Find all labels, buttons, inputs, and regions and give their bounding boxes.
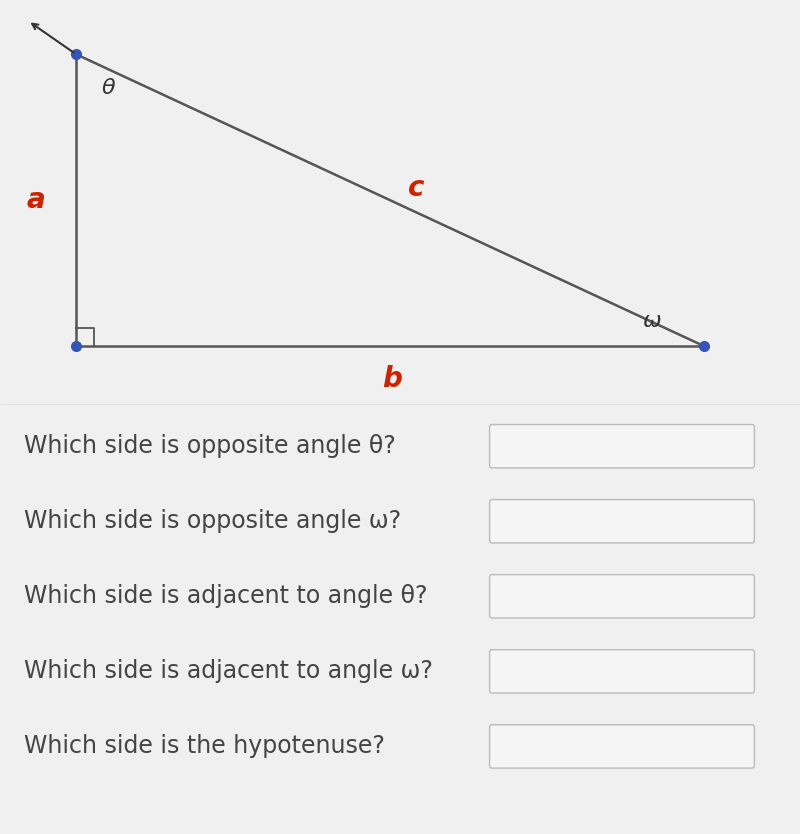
FancyBboxPatch shape bbox=[490, 575, 754, 618]
Text: Which side is adjacent to angle ω?: Which side is adjacent to angle ω? bbox=[24, 660, 433, 683]
Text: Which side is opposite angle ω?: Which side is opposite angle ω? bbox=[24, 510, 401, 533]
FancyBboxPatch shape bbox=[490, 425, 754, 468]
Text: Which side is opposite angle θ?: Which side is opposite angle θ? bbox=[24, 435, 396, 458]
Text: Which side is adjacent to angle θ?: Which side is adjacent to angle θ? bbox=[24, 585, 427, 608]
Text: b: b bbox=[382, 365, 402, 394]
Text: a: a bbox=[26, 186, 46, 214]
FancyBboxPatch shape bbox=[490, 650, 754, 693]
FancyBboxPatch shape bbox=[490, 725, 754, 768]
Text: c: c bbox=[408, 173, 424, 202]
Text: Which side is the hypotenuse?: Which side is the hypotenuse? bbox=[24, 735, 385, 758]
FancyBboxPatch shape bbox=[490, 500, 754, 543]
Text: θ: θ bbox=[101, 78, 115, 98]
Text: ω: ω bbox=[642, 311, 662, 331]
